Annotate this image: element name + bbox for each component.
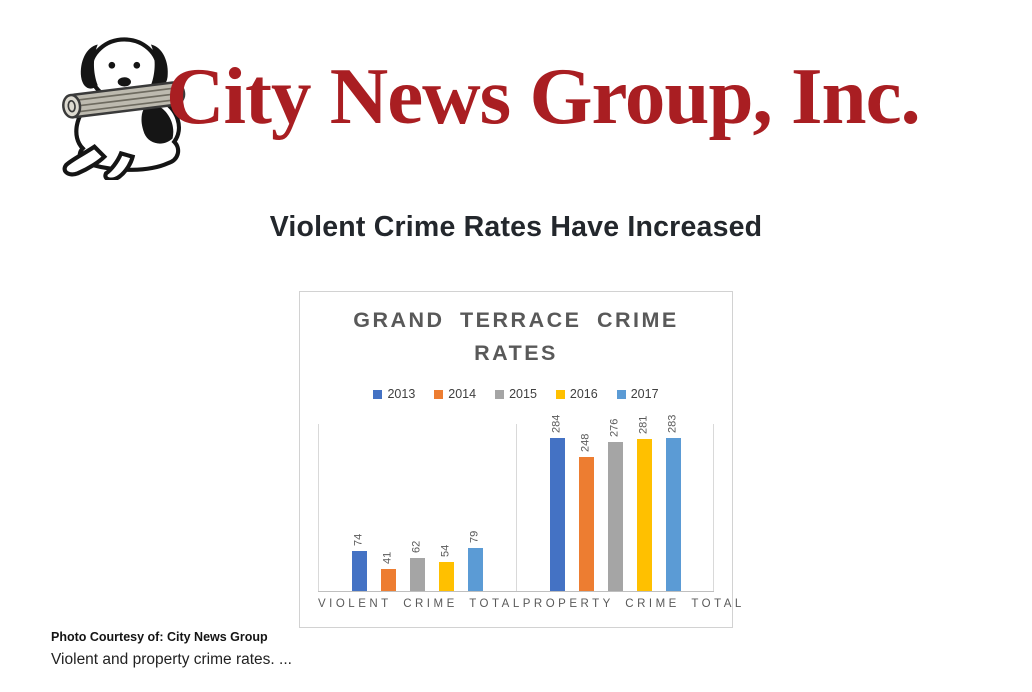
bar-value-label: 62 bbox=[410, 540, 423, 553]
legend-item: 2015 bbox=[495, 387, 537, 401]
bar-value-label: 74 bbox=[352, 533, 365, 546]
bar-group: 74 41 62 54 79 bbox=[318, 424, 516, 591]
category-axis: VIOLENT CRIME TOTAL PROPERTY CRIME TOTAL bbox=[318, 598, 741, 610]
photo-credit: Photo Courtesy of: City News Group bbox=[51, 630, 268, 644]
legend-swatch bbox=[495, 389, 505, 399]
bar bbox=[438, 562, 454, 591]
legend-swatch bbox=[434, 389, 444, 399]
bar-wrap: 248 bbox=[578, 434, 594, 591]
legend-swatch bbox=[555, 389, 565, 399]
dog-with-newspaper-icon bbox=[62, 37, 186, 180]
chart-title: GRAND TERRACE CRIME RATES bbox=[353, 308, 679, 365]
crime-rates-chart: GRAND TERRACE CRIME RATES 2013 2014 2015 20… bbox=[299, 291, 741, 628]
legend-label: 2016 bbox=[569, 387, 598, 401]
legend-swatch bbox=[373, 389, 383, 399]
category-divider-line bbox=[516, 424, 517, 592]
category-label: PROPERTY CRIME TOTAL bbox=[522, 598, 745, 610]
bar-value-label: 284 bbox=[550, 414, 563, 433]
bar-wrap: 284 bbox=[549, 415, 565, 591]
article-headline: Violent Crime Rates Have Increased bbox=[269, 211, 763, 243]
plot-left-border bbox=[318, 424, 319, 592]
bar-wrap: 74 bbox=[351, 534, 367, 591]
plot-area-outer: 74 41 62 54 79 284 248 276 281 283 bbox=[318, 415, 714, 592]
legend-label: 2015 bbox=[509, 387, 537, 401]
bar-value-label: 54 bbox=[439, 544, 452, 557]
bar bbox=[380, 569, 396, 591]
bar-wrap: 41 bbox=[380, 552, 396, 591]
legend-item: 2017 bbox=[616, 387, 659, 401]
bar-wrap: 79 bbox=[467, 531, 483, 591]
bar bbox=[467, 548, 483, 591]
company-name: City News Group, Inc. bbox=[166, 51, 921, 141]
bar-value-label: 79 bbox=[468, 530, 481, 543]
legend-item: 2013 bbox=[373, 387, 415, 401]
chart-legend: 2013 2014 2015 2016 2017 bbox=[300, 387, 732, 401]
bar-wrap: 276 bbox=[607, 419, 623, 591]
photo-description: Violent and property crime rates. ... bbox=[51, 651, 292, 668]
bar bbox=[351, 551, 367, 591]
bar bbox=[409, 558, 425, 591]
bar bbox=[578, 457, 594, 591]
legend-item: 2014 bbox=[434, 387, 476, 401]
bar-wrap: 281 bbox=[636, 416, 652, 591]
x-axis-line bbox=[318, 591, 714, 592]
legend-label: 2017 bbox=[630, 387, 659, 401]
plot-right-border bbox=[713, 424, 714, 592]
bar-value-label: 283 bbox=[666, 414, 679, 433]
legend-item: 2016 bbox=[555, 387, 598, 401]
bar-value-label: 41 bbox=[381, 551, 394, 564]
bar-wrap: 283 bbox=[665, 415, 681, 591]
bar-value-label: 281 bbox=[637, 415, 650, 434]
bar bbox=[665, 438, 681, 591]
bar bbox=[607, 442, 623, 591]
site-logo[interactable]: City News Group, Inc. bbox=[48, 14, 978, 182]
category-label: VIOLENT CRIME TOTAL bbox=[318, 598, 523, 610]
bar bbox=[549, 438, 565, 591]
bar-value-label: 248 bbox=[579, 433, 592, 452]
plot-area: 74 41 62 54 79 284 248 276 281 283 bbox=[318, 415, 714, 591]
bar-group: 284 248 276 281 283 bbox=[516, 415, 714, 591]
bar-wrap: 54 bbox=[438, 545, 454, 591]
bar-value-label: 276 bbox=[608, 418, 621, 437]
legend-label: 2013 bbox=[387, 387, 416, 401]
legend-swatch bbox=[616, 389, 626, 399]
bar bbox=[636, 439, 652, 591]
legend-label: 2014 bbox=[448, 387, 477, 401]
bar-wrap: 62 bbox=[409, 541, 425, 591]
